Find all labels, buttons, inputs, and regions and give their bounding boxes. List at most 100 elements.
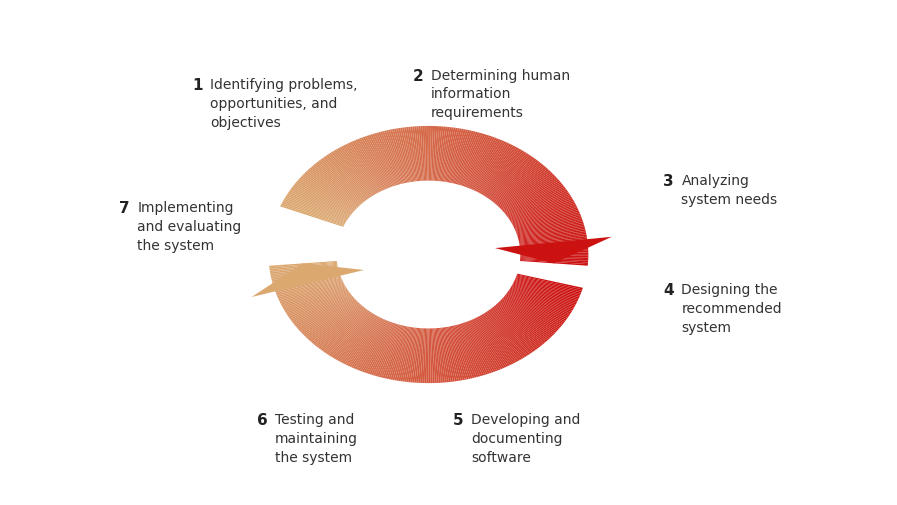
Polygon shape	[411, 328, 419, 383]
Polygon shape	[429, 127, 431, 181]
Polygon shape	[503, 180, 560, 213]
Polygon shape	[484, 313, 527, 357]
Polygon shape	[515, 279, 580, 297]
Polygon shape	[450, 326, 469, 380]
Polygon shape	[380, 132, 402, 185]
Polygon shape	[513, 206, 577, 228]
Polygon shape	[461, 135, 487, 186]
Polygon shape	[382, 132, 403, 184]
Polygon shape	[441, 328, 453, 382]
Polygon shape	[284, 287, 346, 312]
Polygon shape	[286, 195, 347, 221]
Polygon shape	[520, 246, 588, 251]
Polygon shape	[478, 147, 517, 193]
Polygon shape	[387, 326, 405, 379]
Polygon shape	[364, 137, 393, 187]
Polygon shape	[499, 302, 552, 338]
Polygon shape	[282, 284, 344, 307]
Polygon shape	[499, 172, 552, 208]
Polygon shape	[290, 291, 349, 320]
Polygon shape	[463, 323, 490, 374]
Polygon shape	[356, 321, 388, 370]
Polygon shape	[459, 134, 483, 186]
Polygon shape	[519, 240, 588, 247]
Polygon shape	[482, 315, 524, 359]
Polygon shape	[291, 292, 350, 322]
Polygon shape	[270, 266, 337, 276]
Polygon shape	[421, 329, 425, 383]
Polygon shape	[402, 128, 414, 182]
Polygon shape	[502, 298, 559, 331]
Polygon shape	[316, 307, 364, 347]
Polygon shape	[501, 177, 557, 211]
Polygon shape	[471, 320, 505, 369]
Polygon shape	[440, 128, 449, 182]
Polygon shape	[273, 272, 339, 285]
Polygon shape	[410, 127, 419, 182]
Polygon shape	[507, 187, 565, 217]
Text: Identifying problems,
opportunities, and
objectives: Identifying problems, opportunities, and…	[210, 78, 358, 130]
Polygon shape	[462, 136, 490, 187]
Polygon shape	[509, 289, 570, 316]
Polygon shape	[275, 277, 341, 295]
Polygon shape	[440, 328, 451, 382]
Polygon shape	[353, 141, 387, 190]
Polygon shape	[513, 205, 576, 227]
Polygon shape	[406, 328, 417, 382]
Polygon shape	[469, 140, 501, 189]
Polygon shape	[519, 235, 587, 244]
Polygon shape	[514, 209, 579, 230]
Polygon shape	[512, 201, 575, 225]
Polygon shape	[285, 196, 346, 222]
Polygon shape	[316, 163, 364, 203]
Polygon shape	[287, 193, 348, 221]
Polygon shape	[485, 154, 528, 197]
Polygon shape	[520, 260, 588, 265]
Polygon shape	[436, 127, 443, 182]
Polygon shape	[492, 309, 539, 349]
Polygon shape	[427, 127, 429, 181]
Polygon shape	[480, 316, 520, 361]
Polygon shape	[351, 320, 385, 368]
Polygon shape	[515, 211, 579, 230]
Polygon shape	[505, 184, 562, 215]
Polygon shape	[464, 323, 492, 374]
Polygon shape	[443, 128, 456, 182]
Polygon shape	[430, 329, 432, 383]
Polygon shape	[483, 314, 525, 358]
Polygon shape	[455, 132, 475, 184]
Polygon shape	[504, 183, 562, 214]
Polygon shape	[517, 219, 582, 235]
Polygon shape	[332, 314, 374, 359]
Polygon shape	[383, 326, 404, 378]
Polygon shape	[472, 320, 507, 368]
Polygon shape	[484, 153, 527, 197]
Polygon shape	[457, 133, 480, 185]
Polygon shape	[503, 297, 560, 329]
Polygon shape	[355, 140, 388, 189]
Polygon shape	[508, 190, 567, 218]
Polygon shape	[481, 150, 522, 195]
Polygon shape	[505, 295, 562, 327]
Polygon shape	[516, 277, 581, 294]
Text: 4: 4	[664, 282, 674, 297]
Polygon shape	[460, 134, 485, 186]
Polygon shape	[450, 130, 467, 183]
Polygon shape	[349, 319, 384, 367]
Polygon shape	[331, 153, 373, 196]
Polygon shape	[272, 271, 339, 284]
Polygon shape	[452, 131, 472, 184]
Polygon shape	[287, 289, 347, 316]
Polygon shape	[449, 327, 466, 380]
Polygon shape	[447, 129, 462, 183]
Polygon shape	[440, 128, 451, 182]
Polygon shape	[353, 320, 386, 369]
Polygon shape	[516, 216, 581, 233]
Polygon shape	[495, 305, 546, 343]
Polygon shape	[504, 181, 561, 214]
Polygon shape	[393, 327, 409, 380]
Polygon shape	[468, 139, 499, 189]
Polygon shape	[492, 162, 539, 202]
Polygon shape	[388, 326, 406, 380]
Polygon shape	[271, 268, 338, 279]
